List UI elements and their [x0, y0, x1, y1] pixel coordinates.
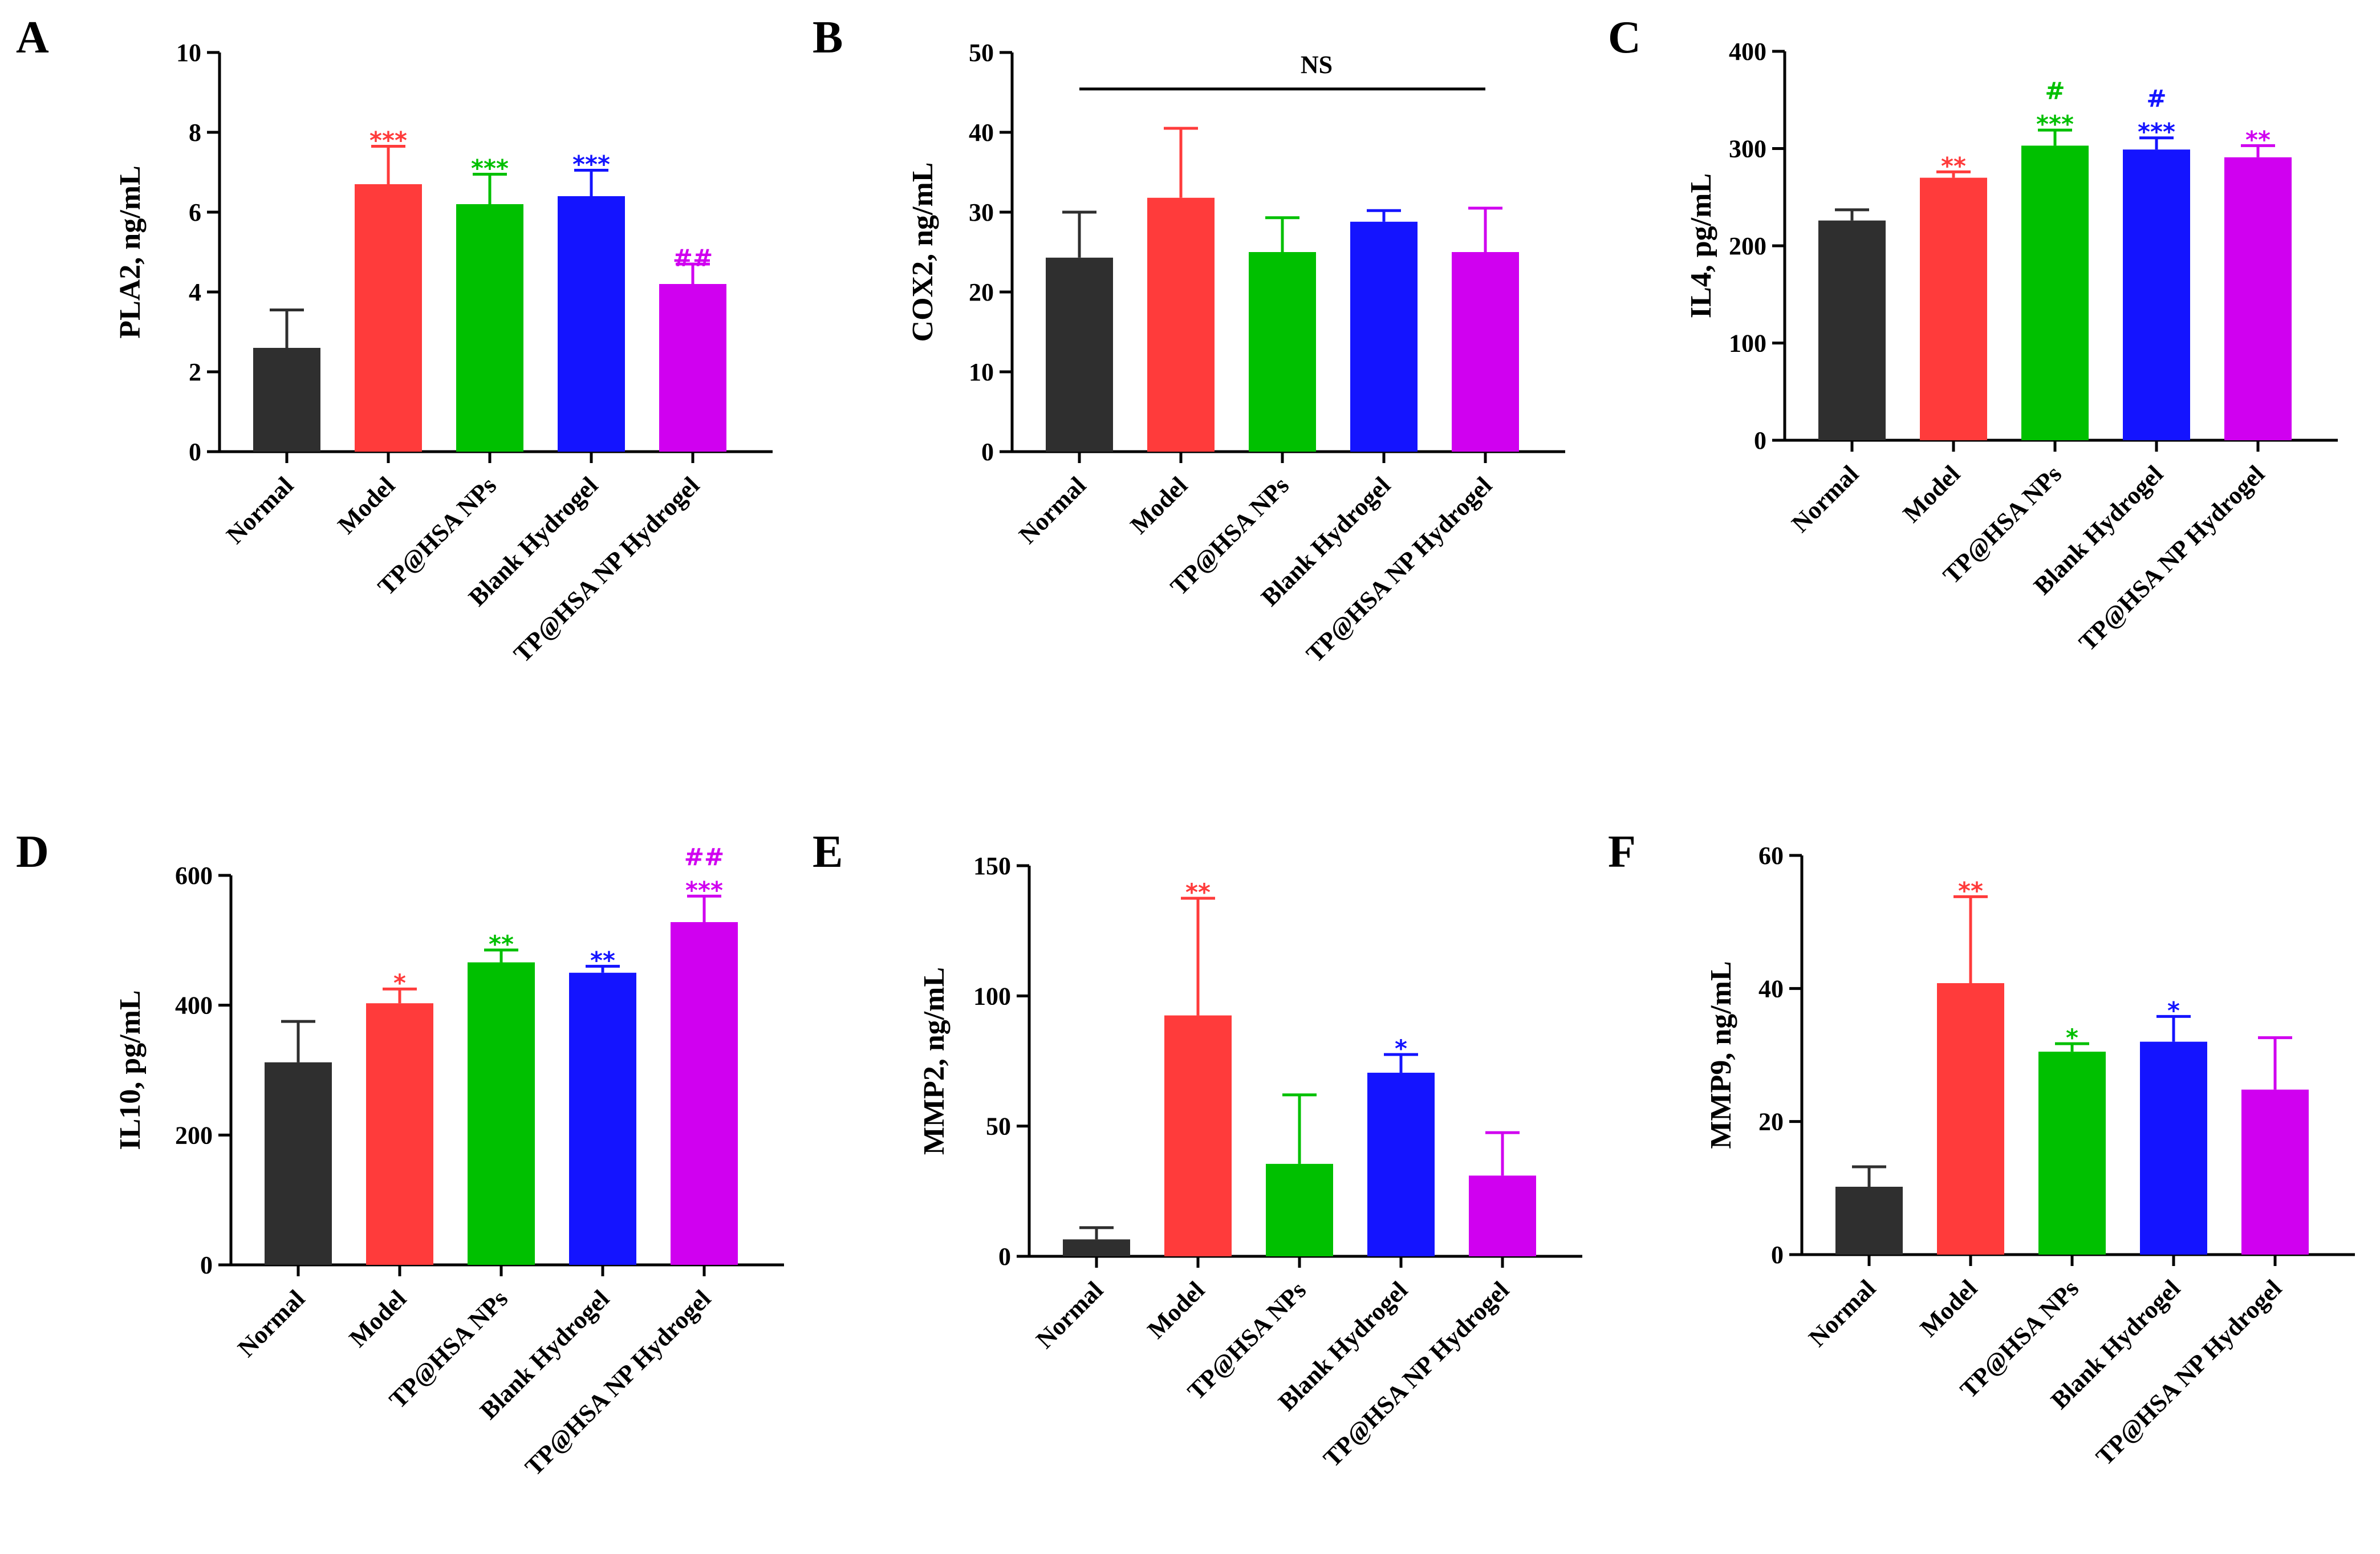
- y-tick-label: 150: [973, 852, 1011, 880]
- significance-star: *: [2066, 1024, 2078, 1052]
- y-tick-label: 0: [1754, 427, 1766, 455]
- y-tick-label: 60: [1758, 842, 1784, 870]
- y-axis-title: PLA2, ng/mL: [114, 165, 147, 338]
- significance-star: *: [393, 969, 406, 997]
- y-tick-label: 100: [973, 982, 1011, 1010]
- panel-letter: D: [16, 827, 49, 877]
- y-tick-label: 50: [969, 39, 994, 67]
- y-axis-title: IL10, pg/mL: [114, 990, 147, 1150]
- significance-star: ##: [673, 244, 713, 272]
- bar: [1367, 1073, 1435, 1256]
- significance-star: **: [489, 930, 514, 958]
- bar: [1818, 220, 1886, 440]
- bar: [1452, 252, 1519, 452]
- bar: [2241, 1089, 2309, 1255]
- significance-star: ***: [685, 876, 723, 904]
- y-axis-title: MMP9, ng/mL: [1705, 961, 1737, 1149]
- bar: [1835, 1187, 1903, 1255]
- bar: [355, 184, 422, 452]
- significance-star: *: [1395, 1034, 1407, 1062]
- y-tick-label: 0: [189, 438, 201, 466]
- bar: [1350, 221, 1418, 452]
- y-tick-label: 200: [175, 1121, 213, 1149]
- significance-star: **: [1185, 878, 1211, 906]
- panel-letter: C: [1608, 13, 1641, 63]
- y-tick-label: 0: [1771, 1241, 1784, 1269]
- y-tick-label: 300: [1729, 135, 1766, 163]
- y-tick-label: 6: [189, 198, 201, 226]
- bar: [671, 922, 738, 1265]
- y-tick-label: 400: [175, 992, 213, 1020]
- panel-letter: A: [16, 13, 49, 63]
- significance-hash: #: [2045, 77, 2065, 105]
- significance-star: ***: [471, 155, 509, 182]
- bar: [1147, 197, 1215, 452]
- y-tick-label: 40: [1758, 975, 1784, 1003]
- significance-hash: #: [2146, 85, 2166, 113]
- significance-star: **: [1941, 152, 1966, 180]
- y-tick-label: 50: [986, 1113, 1011, 1141]
- bar: [2140, 1041, 2207, 1255]
- bar: [2021, 145, 2089, 440]
- y-tick-label: 40: [969, 119, 994, 147]
- significance-hash: ##: [684, 843, 724, 871]
- y-tick-label: 10: [176, 39, 201, 67]
- y-tick-label: 200: [1729, 232, 1766, 260]
- bar: [1469, 1175, 1536, 1256]
- y-tick-label: 400: [1729, 38, 1766, 66]
- y-tick-label: 20: [1758, 1108, 1784, 1136]
- bar: [569, 972, 636, 1265]
- y-tick-label: 0: [200, 1251, 213, 1279]
- significance-star: ***: [572, 151, 610, 178]
- bar: [1266, 1163, 1333, 1256]
- y-tick-label: 2: [189, 358, 201, 386]
- bar: [659, 284, 726, 452]
- bar: [468, 962, 535, 1265]
- bar: [1249, 252, 1316, 452]
- bar: [253, 348, 320, 452]
- bar: [2224, 157, 2292, 440]
- y-tick-label: 0: [998, 1243, 1011, 1271]
- y-axis-title: COX2, ng/mL: [907, 163, 939, 342]
- bar: [265, 1062, 332, 1265]
- y-tick-label: 100: [1729, 330, 1766, 358]
- bar: [1046, 257, 1113, 452]
- ns-label: NS: [1301, 51, 1333, 79]
- bar: [2038, 1052, 2106, 1255]
- bar: [456, 204, 523, 452]
- significance-star: **: [590, 946, 615, 974]
- y-axis-title: MMP2, ng/mL: [918, 967, 951, 1155]
- significance-star: *: [2167, 996, 2180, 1024]
- bar: [558, 196, 625, 452]
- y-tick-label: 4: [189, 278, 201, 306]
- significance-star: ***: [2036, 110, 2074, 138]
- y-tick-label: 0: [981, 438, 994, 466]
- significance-star: ***: [2138, 118, 2175, 146]
- y-axis-title: IL4, pg/mL: [1685, 173, 1717, 318]
- bar: [1164, 1015, 1232, 1256]
- significance-star: ***: [369, 127, 407, 155]
- y-tick-label: 20: [969, 278, 994, 306]
- significance-star: **: [2245, 125, 2271, 153]
- y-tick-label: 30: [969, 198, 994, 226]
- y-tick-label: 600: [175, 862, 213, 890]
- bar: [366, 1003, 433, 1265]
- bar: [2123, 149, 2190, 440]
- panel-letter: B: [813, 13, 843, 63]
- panel-letter: E: [813, 827, 843, 877]
- y-tick-label: 8: [189, 119, 201, 147]
- bar: [1063, 1239, 1130, 1256]
- bar: [1937, 983, 2004, 1255]
- panel-letter: F: [1608, 827, 1636, 877]
- significance-star: **: [1958, 877, 1983, 904]
- bar: [1920, 177, 1987, 440]
- y-tick-label: 10: [969, 358, 994, 386]
